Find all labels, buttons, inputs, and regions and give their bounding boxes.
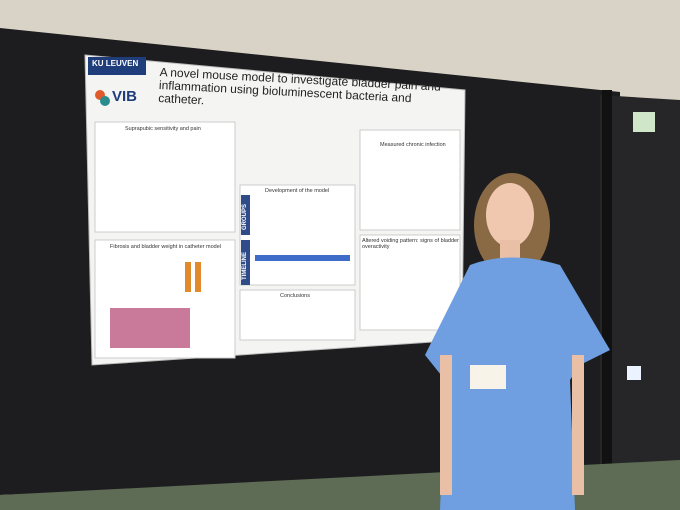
histology — [110, 308, 190, 348]
face — [486, 183, 534, 247]
logo-dot — [100, 96, 110, 106]
section-heading: Measured chronic infection — [380, 142, 446, 148]
arm — [572, 355, 584, 495]
side-label: GROUPS — [242, 203, 248, 230]
sign — [633, 112, 655, 132]
panel — [239, 289, 356, 341]
section-heading: Suprapubic sensitivity and pain — [125, 126, 201, 132]
dress — [425, 257, 610, 510]
panel — [239, 184, 356, 286]
bar — [195, 262, 201, 292]
section-heading: Fibrosis and bladder weight in catheter … — [110, 244, 221, 250]
logo-text: KU LEUVEN — [92, 59, 139, 68]
badge — [470, 365, 506, 389]
side-bar — [241, 240, 250, 285]
arm — [440, 355, 452, 495]
section-heading: Altered voiding pattern: signs of bladde… — [362, 238, 459, 251]
timeline-bar — [255, 255, 350, 261]
side-bar — [241, 195, 250, 235]
side-label: TIMELINE — [242, 252, 248, 280]
side-board — [600, 95, 680, 480]
bar — [185, 262, 191, 292]
panel — [359, 129, 461, 231]
board-post — [602, 90, 612, 510]
cup — [627, 366, 641, 380]
section-heading: Conclusions — [280, 293, 310, 299]
logo-box — [88, 57, 146, 75]
panel — [359, 234, 461, 331]
logo-text: VIB — [112, 88, 138, 105]
section-heading: Development of the model — [265, 188, 330, 194]
panel — [94, 121, 236, 233]
